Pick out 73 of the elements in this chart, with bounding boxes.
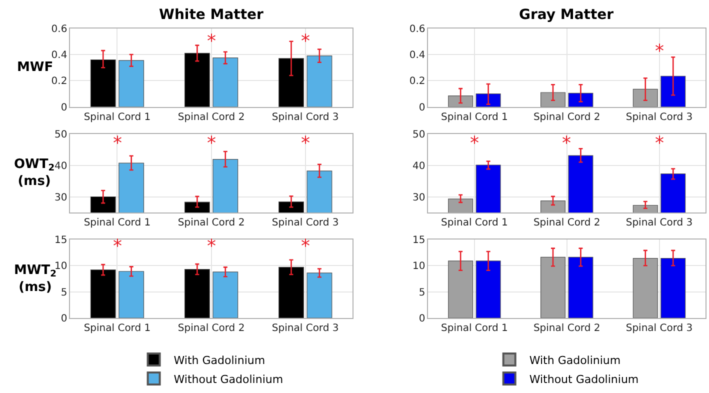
x-tick-label: Spinal Cord 1 — [441, 217, 508, 228]
bar — [660, 76, 686, 107]
bar — [90, 59, 116, 107]
bar — [184, 52, 210, 107]
x-tick-label: Spinal Cord 2 — [533, 112, 600, 123]
x-tick-label: Spinal Cord 3 — [626, 323, 693, 334]
y-tick-label: 0.4 — [409, 50, 426, 62]
x-tick-label: Spinal Cord 1 — [84, 112, 151, 123]
x-tick-label: Spinal Cord 3 — [626, 112, 693, 123]
annotation: * — [113, 133, 122, 154]
x-tick-label: Spinal Cord 3 — [272, 112, 339, 123]
x-tick-label: Spinal Cord 1 — [84, 323, 151, 334]
x-tick-label: Spinal Cord 1 — [441, 323, 508, 334]
y-tick-label: 0 — [418, 314, 426, 325]
bar — [118, 60, 144, 107]
y-axis-title: MWT$_{2}$ (ms) — [14, 263, 56, 295]
annotation: * — [655, 41, 664, 62]
legend-label: Without Gadolinium — [529, 372, 639, 386]
y-tick-label: 10 — [54, 261, 68, 272]
annotation: * — [470, 133, 479, 154]
y-tick-label: 15 — [412, 234, 426, 246]
bar — [540, 92, 566, 107]
y-axis-title: OWT$_{2}$ (ms) — [14, 157, 55, 189]
chart-title: Gray Matter — [519, 7, 614, 23]
y-tick-label: 0.4 — [51, 50, 68, 62]
y-tick-label: 5 — [418, 287, 426, 298]
y-tick-label: 5 — [60, 287, 68, 298]
annotation: * — [207, 133, 216, 154]
y-tick-label: 40 — [412, 160, 426, 172]
x-tick-label: Spinal Cord 1 — [84, 217, 151, 228]
y-tick-label: 15 — [54, 234, 68, 246]
bar — [632, 88, 658, 107]
x-tick-label: Spinal Cord 3 — [272, 323, 339, 334]
bar — [568, 92, 594, 107]
annotation: * — [207, 31, 216, 52]
x-tick-label: Spinal Cord 2 — [178, 112, 245, 123]
bar — [448, 95, 474, 107]
x-tick-label: Spinal Cord 2 — [178, 323, 245, 334]
annotation: * — [207, 236, 216, 257]
annotation: * — [301, 236, 310, 257]
y-tick-label: 0.2 — [409, 76, 426, 88]
y-axis-title: MWF — [17, 60, 54, 75]
bar — [278, 58, 304, 107]
y-tick-label: 0.6 — [409, 24, 426, 35]
y-tick-label: 30 — [412, 192, 426, 204]
y-tick-label: 0.2 — [51, 76, 68, 88]
y-tick-label: 30 — [54, 192, 68, 204]
y-tick-label: 0 — [60, 102, 68, 114]
legend-label: Without Gadolinium — [174, 372, 284, 386]
y-tick-label: 50 — [54, 129, 68, 140]
annotation: * — [301, 133, 310, 154]
annotation: * — [301, 31, 310, 52]
x-tick-label: Spinal Cord 1 — [441, 112, 508, 123]
y-tick-label: 0.6 — [51, 24, 68, 35]
bar — [212, 57, 238, 107]
bar — [306, 56, 332, 107]
x-tick-label: Spinal Cord 3 — [626, 217, 693, 228]
bar — [476, 94, 501, 107]
legend-label: With Gadolinium — [529, 354, 621, 367]
x-tick-label: Spinal Cord 2 — [533, 323, 600, 334]
y-tick-label: 50 — [412, 129, 426, 140]
y-tick-label: 0 — [418, 102, 426, 114]
annotation: * — [655, 133, 664, 154]
chart-title: White Matter — [159, 7, 264, 23]
y-tick-label: 10 — [412, 261, 426, 272]
annotation: * — [562, 133, 571, 154]
annotation: * — [113, 236, 122, 257]
y-tick-label: 0 — [60, 314, 68, 325]
y-tick-label: 40 — [54, 160, 68, 172]
x-tick-label: Spinal Cord 2 — [533, 217, 600, 228]
x-tick-label: Spinal Cord 3 — [272, 217, 339, 228]
x-tick-label: Spinal Cord 2 — [178, 217, 245, 228]
legend-label: With Gadolinium — [174, 354, 266, 367]
